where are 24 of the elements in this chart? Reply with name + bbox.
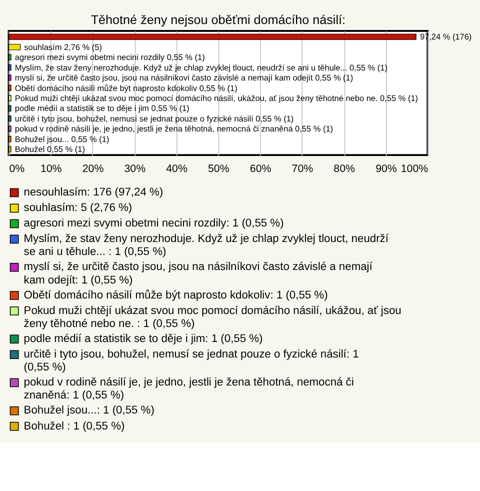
x-tick-label: 70% — [292, 163, 314, 176]
chart-title: Těhotné ženy nejsou oběťmi domácího násilí: — [90, 13, 346, 28]
legend-label: Bohužel : 1 (0,55 %) — [24, 420, 125, 432]
legend-label: Pokud muži chtějí ukázat svou moc pomocí domácího násilí, ukážou, ať jsou ženy těhotné nebo ne. : 1 (0,55 %) — [24, 304, 402, 330]
legend-label: určitě i tyto jsou, bohužel, nemusí se jednat pouze o fyzické násilí: 1 (0,55 %) — [24, 348, 359, 374]
x-tick-label: 50% — [208, 163, 230, 176]
x-tick-label: 10% — [40, 163, 62, 176]
x-tick-label: 20% — [82, 163, 104, 176]
legend-label: Myslím, že stav ženy nerozhoduje. Když už je chlap zvyklej tlouct, neudrží se ani u těhule... : 1 (0,55 %) — [24, 233, 390, 258]
legend-label: myslí si, že určitě často jsou, jsou na násilníkovi často závislé a nemají kam odejít: 1 (0,55 %) — [24, 261, 374, 286]
legend-label: agresori mezi svymi obetmi necini rozdily: 1 (0,55 %) — [24, 218, 284, 230]
x-tick-label: 90% — [376, 163, 398, 176]
legend-label: nesouhlasím: 176 (97,24 %) — [24, 186, 164, 199]
legend-label: podle médií a statistik se to děje i jim: 1 (0,55 %) — [24, 332, 264, 345]
x-tick-label: 60% — [250, 163, 272, 176]
legend-label: Bohužel jsou...: 1 (0,55 %) — [24, 404, 155, 417]
x-tick-label: 80% — [334, 163, 356, 176]
x-tick-label: 0% — [9, 163, 26, 176]
legend-label: Obětí domácího násilí může být naprosto kdokoliv: 1 (0,55 %) — [24, 289, 328, 302]
legend-label: souhlasím: 5 (2,76 %) — [24, 202, 132, 214]
x-tick-label: 30% — [124, 163, 146, 176]
x-tick-label: 100% — [400, 163, 429, 176]
legend-label: pokud v rodině násilí je, je jedno, jestli je žena těhotná, nemocná či znaněná: 1 (0,55 %) — [24, 376, 354, 402]
x-tick-label: 40% — [166, 163, 188, 176]
